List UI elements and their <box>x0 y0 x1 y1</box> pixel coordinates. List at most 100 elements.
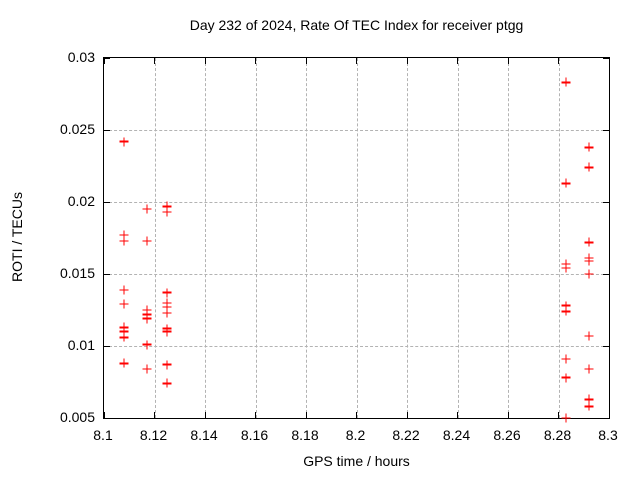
x-tick-mark <box>608 412 610 418</box>
x-tick-mark <box>608 58 610 64</box>
data-point-marker <box>561 263 571 273</box>
plot-area <box>103 57 610 423</box>
data-point-marker <box>584 269 594 279</box>
data-point-marker <box>561 301 571 311</box>
y-tick-mark <box>104 345 110 347</box>
data-point-marker <box>162 378 172 388</box>
x-tick-label: 8.1 <box>93 427 113 443</box>
data-point-marker <box>162 288 172 298</box>
y-axis-label: ROTI / TECUs <box>9 192 25 282</box>
data-point-marker <box>119 236 129 246</box>
x-tick-mark <box>204 412 206 418</box>
data-point-marker <box>584 237 594 247</box>
y-tick-label: 0.005 <box>59 409 95 425</box>
x-tick-label: 8.2 <box>345 427 366 443</box>
data-point-marker <box>119 327 129 337</box>
x-tick-mark <box>255 412 256 418</box>
data-point-marker <box>584 394 594 404</box>
data-point-marker <box>561 178 571 188</box>
y-tick-label: 0.015 <box>59 265 95 281</box>
x-gridline <box>255 58 257 418</box>
x-gridline <box>205 58 206 418</box>
data-point-marker <box>162 327 172 337</box>
y-tick-mark <box>104 129 110 131</box>
y-tick-mark <box>603 345 609 347</box>
x-gridline <box>154 58 156 418</box>
x-tick-label: 8.3 <box>598 427 618 443</box>
x-tick-mark <box>204 58 206 64</box>
x-tick-mark <box>305 58 307 64</box>
data-point-marker <box>142 204 152 214</box>
y-gridline <box>104 346 609 347</box>
x-tick-label: 8.16 <box>240 427 269 443</box>
x-gridline <box>306 58 307 418</box>
x-tick-mark <box>154 58 155 64</box>
x-gridline <box>407 58 408 418</box>
x-tick-label: 8.26 <box>493 427 521 443</box>
chart-title: Day 232 of 2024, Rate Of TEC Index for r… <box>189 17 524 33</box>
x-tick-mark <box>406 58 408 64</box>
y-gridline <box>104 274 609 275</box>
x-tick-mark <box>255 58 256 64</box>
data-point-marker <box>561 306 571 316</box>
x-gridline <box>356 58 358 418</box>
y-tick-mark <box>603 57 609 59</box>
y-tick-mark <box>104 201 110 203</box>
y-tick-label: 0.01 <box>67 337 95 353</box>
x-tick-label: 8.22 <box>392 427 420 443</box>
y-gridline <box>104 130 609 131</box>
data-point-marker <box>142 340 152 350</box>
x-tick-mark <box>558 58 559 64</box>
x-gridline <box>558 58 560 418</box>
data-point-marker <box>162 360 172 370</box>
y-tick-label: 0.02 <box>67 193 95 209</box>
data-point-marker <box>584 401 594 411</box>
data-point-marker <box>119 230 129 240</box>
data-point-marker <box>119 285 129 295</box>
y-tick-label: 0.03 <box>67 49 95 65</box>
y-tick-mark <box>104 273 110 275</box>
x-tick-mark <box>305 412 307 418</box>
x-tick-mark <box>356 412 357 418</box>
x-tick-mark <box>558 412 559 418</box>
data-point-marker <box>162 201 172 211</box>
data-point-marker <box>561 77 571 87</box>
data-point-marker <box>162 207 172 217</box>
y-tick-mark <box>603 417 609 419</box>
x-tick-label: 8.12 <box>139 427 168 443</box>
x-tick-mark <box>507 412 509 418</box>
data-point-marker <box>119 358 129 368</box>
y-gridline <box>104 202 609 203</box>
x-tick-mark <box>507 58 509 64</box>
x-tick-mark <box>154 412 155 418</box>
y-tick-mark <box>603 129 609 131</box>
data-point-marker <box>584 256 594 266</box>
data-point-marker <box>561 413 571 423</box>
y-tick-mark <box>603 201 609 203</box>
y-tick-label: 0.025 <box>59 121 95 137</box>
y-tick-mark <box>104 417 110 419</box>
x-tick-mark <box>406 412 408 418</box>
data-point-marker <box>142 364 152 374</box>
x-gridline <box>508 58 509 418</box>
x-tick-mark <box>103 412 105 418</box>
data-point-marker <box>119 332 129 342</box>
data-point-marker <box>561 373 571 383</box>
data-point-marker <box>119 299 129 309</box>
x-tick-label: 8.24 <box>442 427 471 443</box>
x-axis-label: GPS time / hours <box>303 453 410 469</box>
y-tick-mark <box>104 57 110 59</box>
data-point-marker <box>142 314 152 324</box>
data-point-marker <box>561 354 571 364</box>
x-tick-mark <box>457 412 458 418</box>
data-point-marker <box>162 308 172 318</box>
x-tick-label: 8.14 <box>190 427 218 443</box>
data-point-marker <box>584 162 594 172</box>
x-tick-label: 8.28 <box>543 427 572 443</box>
data-point-marker <box>584 331 594 341</box>
x-tick-label: 8.18 <box>291 427 319 443</box>
data-point-marker <box>162 302 172 312</box>
data-point-marker <box>584 142 594 152</box>
data-point-marker <box>584 364 594 374</box>
